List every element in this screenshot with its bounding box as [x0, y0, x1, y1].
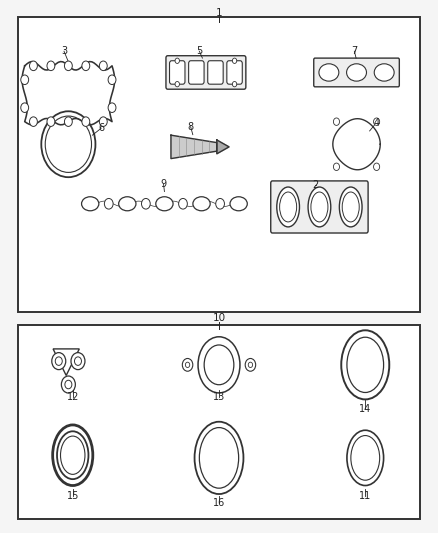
Circle shape	[99, 117, 107, 126]
Circle shape	[175, 82, 180, 87]
Bar	[18, 17, 420, 312]
Ellipse shape	[230, 197, 247, 211]
FancyBboxPatch shape	[170, 61, 185, 84]
Circle shape	[333, 163, 339, 171]
Text: 14: 14	[359, 404, 371, 414]
Circle shape	[233, 82, 237, 87]
FancyBboxPatch shape	[166, 56, 246, 89]
Text: 7: 7	[351, 46, 357, 56]
Circle shape	[108, 103, 116, 112]
Text: 15: 15	[67, 491, 79, 501]
Circle shape	[55, 357, 62, 366]
Ellipse shape	[81, 197, 99, 211]
Circle shape	[108, 75, 116, 85]
Polygon shape	[171, 135, 217, 159]
Text: 5: 5	[196, 46, 202, 56]
Circle shape	[182, 359, 193, 371]
Text: 12: 12	[67, 392, 79, 402]
Ellipse shape	[193, 197, 210, 211]
Text: 4: 4	[373, 118, 379, 128]
Circle shape	[374, 163, 380, 171]
Circle shape	[52, 353, 66, 369]
Circle shape	[333, 118, 339, 125]
Circle shape	[21, 103, 28, 112]
Text: 2: 2	[312, 180, 318, 190]
Ellipse shape	[319, 64, 339, 81]
Circle shape	[99, 61, 107, 70]
FancyBboxPatch shape	[271, 181, 368, 233]
Circle shape	[64, 61, 72, 70]
FancyBboxPatch shape	[227, 61, 242, 84]
Circle shape	[179, 198, 187, 209]
FancyBboxPatch shape	[208, 61, 223, 84]
Bar	[18, 325, 420, 519]
Ellipse shape	[346, 64, 367, 81]
Circle shape	[245, 359, 256, 371]
Circle shape	[61, 376, 75, 393]
Polygon shape	[217, 140, 229, 154]
Circle shape	[74, 357, 81, 366]
Text: 16: 16	[213, 498, 225, 508]
Circle shape	[185, 362, 190, 368]
Ellipse shape	[277, 187, 300, 227]
Circle shape	[29, 61, 37, 70]
Circle shape	[64, 117, 72, 126]
Ellipse shape	[156, 197, 173, 211]
Circle shape	[175, 58, 180, 63]
Circle shape	[71, 353, 85, 369]
Text: 13: 13	[213, 392, 225, 402]
FancyBboxPatch shape	[314, 58, 399, 87]
Text: 9: 9	[160, 179, 166, 189]
Circle shape	[65, 380, 72, 389]
Ellipse shape	[308, 187, 331, 227]
Circle shape	[47, 61, 55, 70]
Ellipse shape	[119, 197, 136, 211]
Circle shape	[82, 117, 90, 126]
Circle shape	[29, 117, 37, 126]
Ellipse shape	[339, 187, 362, 227]
Circle shape	[216, 198, 224, 209]
Circle shape	[21, 75, 28, 85]
Text: 3: 3	[61, 46, 67, 56]
Circle shape	[104, 198, 113, 209]
FancyBboxPatch shape	[189, 61, 204, 84]
Text: 1: 1	[215, 8, 223, 18]
Text: 6: 6	[98, 123, 104, 133]
Circle shape	[248, 362, 253, 368]
Ellipse shape	[374, 64, 394, 81]
Circle shape	[233, 58, 237, 63]
Text: 11: 11	[359, 491, 371, 501]
Circle shape	[141, 198, 150, 209]
Circle shape	[374, 118, 380, 125]
Circle shape	[82, 61, 90, 70]
Text: 10: 10	[212, 313, 226, 323]
Circle shape	[47, 117, 55, 126]
Text: 8: 8	[187, 122, 194, 132]
